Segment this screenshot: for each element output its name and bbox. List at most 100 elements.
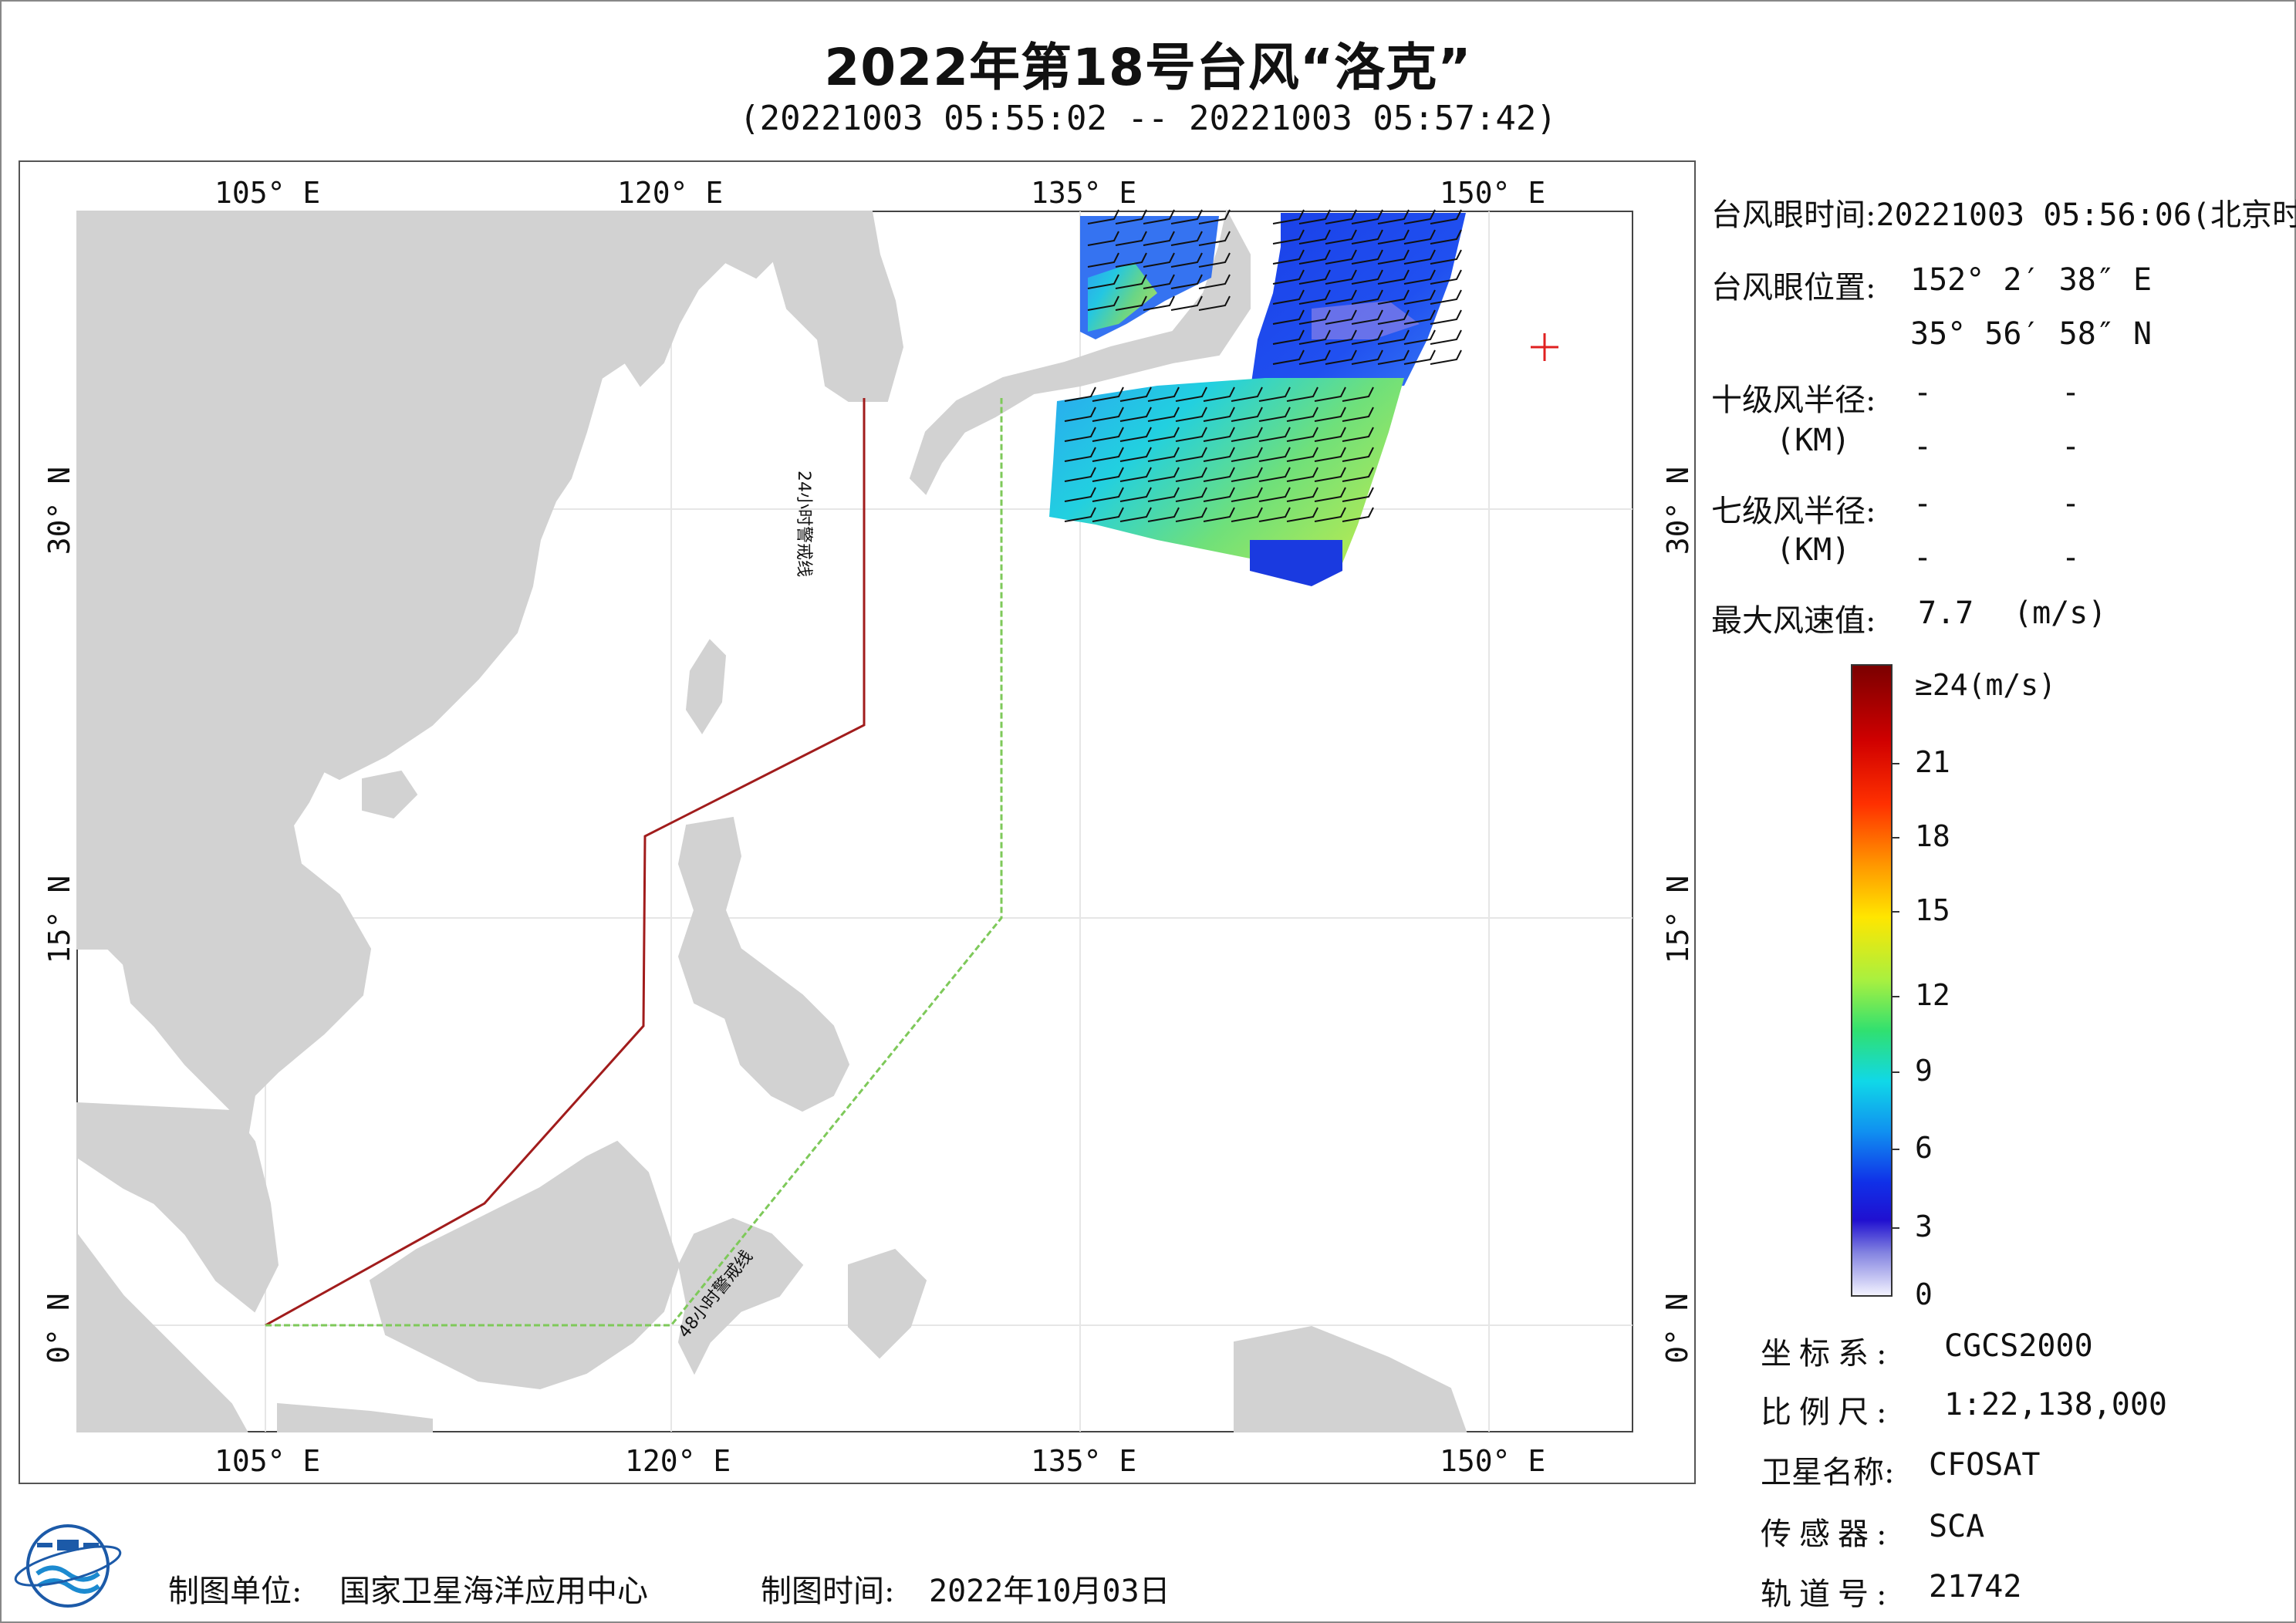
wind-barb	[1119, 386, 1152, 402]
colorbar-ticks	[1892, 763, 1899, 1229]
wind-barb	[1203, 487, 1235, 502]
r10-label: 十级风半径:	[1711, 383, 1876, 418]
land-hainan	[362, 770, 418, 819]
land-moluccas	[848, 1248, 927, 1359]
eye-time-row: 台风眼时间:20221003 05:56:06(北京时)	[1711, 190, 2296, 235]
wind-barb	[1231, 386, 1263, 402]
max-wind-label: 最大风速值:	[1711, 603, 1876, 639]
wind-barb	[1064, 467, 1096, 482]
map-time-value: 2022年10月03日	[929, 1574, 1170, 1609]
wind-barb	[1272, 229, 1305, 245]
orbit-label: 轨道号:	[1761, 1577, 1895, 1612]
wind-barb	[1298, 249, 1331, 265]
wind-barb	[1351, 329, 1383, 345]
wind-barb	[1198, 209, 1231, 224]
sat-value: CFOSAT	[1929, 1447, 2041, 1483]
wind-barb	[1286, 487, 1319, 502]
wind-barb	[1119, 507, 1152, 522]
wind-barb	[1342, 386, 1374, 402]
wind-barb	[1143, 209, 1175, 224]
land-java	[277, 1402, 433, 1432]
wind-barb	[1115, 209, 1147, 224]
wind-barb	[1198, 295, 1231, 311]
wind-barb	[1298, 329, 1331, 345]
wind-barb	[1342, 467, 1374, 482]
wind-barb	[1231, 487, 1263, 502]
land-philippines	[677, 816, 850, 1112]
wind-barb	[1377, 329, 1410, 345]
wind-barb	[1231, 407, 1263, 422]
wind-barb	[1092, 386, 1124, 402]
r7-km-label: (KM)	[1776, 532, 1851, 568]
sensor-value: SCA	[1929, 1509, 1985, 1544]
wind-barb	[1377, 269, 1410, 285]
wind-barb	[1430, 329, 1462, 345]
wind-barb	[1258, 507, 1291, 522]
colorbar-label-18: 18	[1915, 819, 1950, 853]
wind-barb	[1175, 407, 1207, 422]
wind-barb	[1325, 269, 1357, 285]
wind-barb	[1403, 349, 1436, 365]
wind-barb	[1198, 252, 1231, 268]
wind-barb	[1203, 447, 1235, 462]
lat-tick-right-0: 0° N	[1660, 1293, 1694, 1364]
colorbar-label-15: 15	[1915, 893, 1950, 927]
wind-barb	[1351, 289, 1383, 305]
eye-lat: 35° 56′ 58″ N	[1910, 316, 2152, 352]
wind-barb	[1203, 407, 1235, 422]
wind-barb	[1092, 407, 1124, 422]
wind-barb	[1403, 249, 1436, 265]
lat-tick-left-15: 15° N	[42, 875, 77, 964]
wind-barb	[1298, 349, 1331, 365]
wind-barb	[1377, 309, 1410, 325]
wind-barb	[1314, 487, 1346, 502]
r7-label: 七级风半径:	[1711, 494, 1876, 529]
wind-barb	[1430, 349, 1462, 365]
wind-barb	[1272, 289, 1305, 305]
lon-tick-top-105: 105° E	[214, 176, 321, 210]
wind-barb	[1342, 407, 1374, 422]
wind-barb	[1298, 229, 1331, 245]
colorbar-label-21: 21	[1915, 745, 1950, 779]
crs-value: CGCS2000	[1944, 1328, 2093, 1364]
wind-barb	[1351, 349, 1383, 365]
wind-barb	[1175, 467, 1207, 482]
wind-barb	[1325, 309, 1357, 325]
r10-km-label: (KM)	[1776, 423, 1851, 458]
wind-barb	[1231, 467, 1263, 482]
wind-barb	[1351, 229, 1383, 245]
max-wind-value: 7.7	[1918, 596, 1974, 631]
r7-dash-3: -	[1913, 540, 1933, 575]
land-taiwan	[685, 639, 727, 734]
wind-barb	[1286, 447, 1319, 462]
wind-barb	[1286, 507, 1319, 522]
land-mainland	[76, 211, 781, 1145]
sensor-label: 传感器:	[1761, 1517, 1895, 1552]
wind-barb	[1272, 249, 1305, 265]
wind-barb	[1064, 447, 1096, 462]
wind-barb	[1377, 289, 1410, 305]
wind-barb	[1314, 386, 1346, 402]
wind-barb	[1258, 427, 1291, 442]
wind-barb	[1325, 329, 1357, 345]
wind-barb	[1286, 386, 1319, 402]
wind-barb	[1430, 209, 1462, 224]
orbit-value: 21742	[1929, 1569, 2022, 1604]
wind-barb	[1119, 407, 1152, 422]
wind-barb	[1272, 309, 1305, 325]
wind-barb	[1143, 231, 1175, 246]
map-time-label: 制图时间:	[761, 1574, 895, 1609]
wind-barb	[1092, 487, 1124, 502]
lon-tick-top-150: 150° E	[1440, 176, 1546, 210]
wind-barb	[1064, 487, 1096, 502]
wind-barb	[1175, 507, 1207, 522]
wind-barb	[1377, 249, 1410, 265]
wind-barb	[1147, 407, 1180, 422]
wind-barb	[1314, 467, 1346, 482]
nsoas-logo	[14, 1524, 122, 1608]
lon-tick-bottom-135: 135° E	[1031, 1444, 1137, 1478]
wind-barb	[1325, 249, 1357, 265]
wind-barb	[1175, 427, 1207, 442]
wind-barb	[1377, 209, 1410, 224]
wind-barb	[1175, 487, 1207, 502]
